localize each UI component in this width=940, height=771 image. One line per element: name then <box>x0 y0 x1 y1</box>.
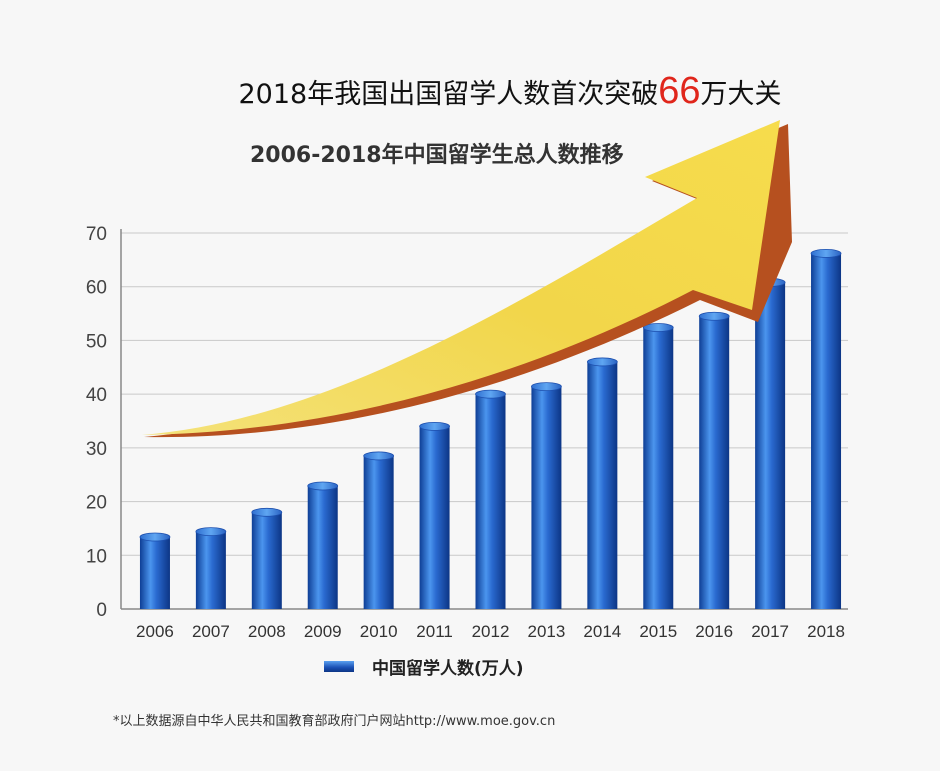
y-tick-label: 0 <box>96 600 107 621</box>
bar-2018 <box>811 253 842 609</box>
headline-prefix: 2018年我国出国留学人数首次突破 <box>238 79 659 110</box>
tick-labels: 0 10 20 30 40 50 60 70 2006 2007 2008 2009 2010 2011 2… <box>86 224 845 641</box>
x-tick-label: 2015 <box>639 622 677 641</box>
y-tick-label: 20 <box>86 493 107 514</box>
y-tick-label: 50 <box>86 331 107 352</box>
bar-2010 <box>363 455 394 609</box>
chart-title: 2006-2018年中国留学生总人数推移 <box>250 143 624 168</box>
y-tick-label: 70 <box>86 224 107 245</box>
y-tick-label: 40 <box>86 385 107 406</box>
x-tick-label: 2014 <box>583 622 621 641</box>
x-tick-label: 2013 <box>528 622 566 641</box>
y-tick-label: 10 <box>86 546 107 567</box>
trend-arrow-body <box>142 120 780 435</box>
bar-2009 <box>307 485 338 609</box>
x-tick-label: 2006 <box>136 622 174 641</box>
bar-2014 <box>587 361 618 609</box>
x-tick-label: 2009 <box>304 622 342 641</box>
x-tick-label: 2018 <box>807 622 845 641</box>
y-tick-label: 60 <box>86 278 107 299</box>
bar-cap-2009 <box>307 481 339 491</box>
bar-cap-2007 <box>195 527 227 537</box>
x-tick-label: 2007 <box>192 622 230 641</box>
bar-cap-2013 <box>531 382 562 392</box>
bar-2016 <box>699 316 730 609</box>
bar-2012 <box>475 394 506 609</box>
bar-cap-2012 <box>475 389 506 399</box>
x-tick-label: 2012 <box>472 622 510 641</box>
x-tick-label: 2017 <box>751 622 789 641</box>
bar-2015 <box>643 327 674 609</box>
headline: 2018年我国出国留学人数首次突破66万大关 <box>0 70 940 113</box>
x-tick-label: 2016 <box>695 622 733 641</box>
bar-cap-2018 <box>810 249 842 258</box>
source-footnote: *以上数据源自中华人民共和国教育部政府门户网站http://www.moe.go… <box>113 714 556 729</box>
bar-cap-2008 <box>251 507 283 517</box>
bar-2008 <box>251 512 282 609</box>
bar-2017 <box>755 282 786 609</box>
bar-cap-2006 <box>139 532 171 542</box>
bars <box>139 249 842 609</box>
headline-suffix: 万大关 <box>700 79 782 110</box>
bar-cap-2014 <box>586 357 618 367</box>
x-tick-label: 2010 <box>360 622 398 641</box>
bar-2011 <box>419 426 450 609</box>
headline-number: 66 <box>658 70 701 112</box>
legend: 中国留学人数(万人) <box>324 654 524 679</box>
y-tick-label: 30 <box>86 439 107 460</box>
trend-arrow <box>142 120 792 438</box>
bar-cap-2010 <box>363 451 395 461</box>
bar-cap-2015 <box>642 323 674 332</box>
legend-swatch <box>324 661 354 672</box>
bar-2006 <box>139 537 170 609</box>
x-tick-label: 2011 <box>416 622 453 641</box>
bar-cap-2016 <box>698 311 730 321</box>
x-tick-label: 2008 <box>248 622 286 641</box>
legend-label: 中国留学人数(万人) <box>372 659 524 679</box>
bar-2013 <box>531 386 562 609</box>
bar-2007 <box>195 531 226 609</box>
bar-cap-2011 <box>419 421 450 431</box>
